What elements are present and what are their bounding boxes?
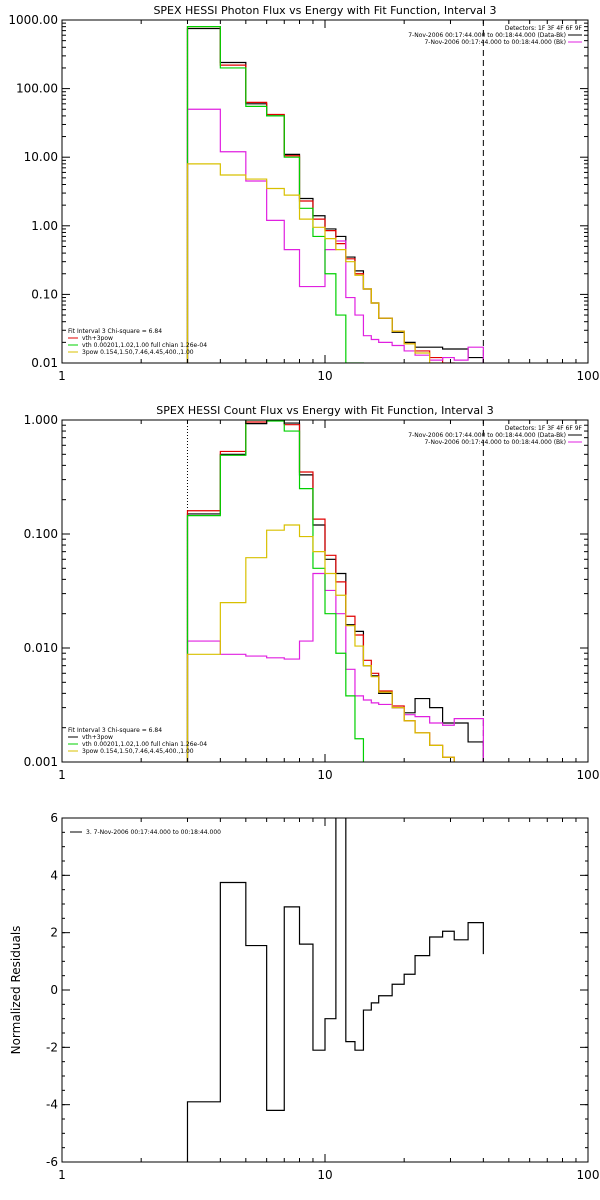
fit-legend-header: Fit Interval 3 Chi-square = 6.84	[68, 727, 162, 734]
series-line-bk	[186, 108, 484, 363]
legend-entry: 7-Nov-2006 00:17:44.000 to 00:18:44.000 …	[408, 432, 566, 439]
y-tick-label: 0.001	[24, 755, 58, 769]
legend-entry: 3. 7-Nov-2006 00:17:44.000 to 00:18:44.0…	[86, 829, 221, 836]
series-line-data-bk	[186, 27, 484, 363]
y-tick-label: -2	[46, 1040, 58, 1054]
fit-legend-entry: vth 0.00201,1.02,1.00 full chian 1.26e-0…	[82, 342, 207, 349]
y-tick-label: 1.00	[31, 219, 58, 233]
chart-title: SPEX HESSI Photon Flux vs Energy with Fi…	[153, 4, 496, 17]
y-tick-label: 0.100	[24, 527, 58, 541]
series-group	[186, 420, 484, 762]
fit-legend-header: Fit Interval 3 Chi-square = 6.84	[68, 328, 162, 335]
plot-frame	[61, 817, 589, 1163]
plot-frame	[61, 19, 589, 364]
y-tick-label: 0.01	[31, 356, 58, 370]
legend-entry: 7-Nov-2006 00:17:44.000 to 00:18:44.000 …	[408, 32, 566, 39]
legend-entry: 7-Nov-2006 00:17:44.000 to 00:18:44.000 …	[424, 439, 566, 446]
x-tick-label: 10	[317, 768, 332, 782]
x-tick-label: 1	[58, 369, 66, 383]
y-axis-label: Normalized Residuals	[9, 926, 23, 1055]
y-tick-label: -6	[46, 1155, 58, 1169]
y-tick-label: 0.10	[31, 287, 58, 301]
fit-legend-entry: vth+3pow	[82, 335, 113, 342]
series-line-vth-3pow	[186, 26, 455, 363]
x-tick-label: 10	[317, 1168, 332, 1182]
series-line-3pow	[186, 163, 444, 363]
y-tick-label: 1000.00	[8, 13, 58, 27]
series-group	[186, 26, 484, 363]
series-group	[186, 818, 484, 1162]
x-tick-label: 100	[577, 768, 600, 782]
fit-legend-entry: vth 0.00201,1.02,1.00 full chian 1.26e-0…	[82, 741, 207, 748]
chart-title: SPEX HESSI Count Flux vs Energy with Fit…	[156, 404, 493, 417]
fit-legend-entry: 3pow 0.154,1.50,7.46,4.45,400.,1.00	[82, 349, 194, 356]
x-tick-label: 1	[58, 1168, 66, 1182]
series-line-3pow	[186, 524, 455, 762]
y-tick-label: 100.00	[16, 82, 58, 96]
y-tick-label: 10.00	[24, 150, 58, 164]
count-flux-panel: SPEX HESSI Count Flux vs Energy with Fit…	[24, 404, 600, 782]
y-tick-label: 6	[50, 811, 58, 825]
x-tick-label: 100	[577, 369, 600, 383]
y-tick-label: 0.010	[24, 641, 58, 655]
series-line-vth	[186, 26, 365, 363]
series-line-bk	[186, 572, 484, 762]
x-tick-label: 10	[317, 369, 332, 383]
series-line-3-7-nov-2006-00-17-44-000-to-00-18-44-000	[186, 818, 484, 1162]
legend-header: Detectors: 1F 3F 4F 6F 9F	[505, 25, 583, 32]
y-tick-label: 4	[50, 868, 58, 882]
x-tick-label: 100	[577, 1168, 600, 1182]
y-tick-label: -4	[46, 1098, 58, 1112]
residuals-panel: 1 10 100 -6 -4 -2 0 2 4 6 Normalized Residuals 3. 7…	[9, 811, 600, 1182]
fit-legend-entry: 3pow 0.154,1.50,7.46,4.45,400.,1.00	[82, 748, 194, 755]
fit-legend-entry: vth+3pow	[82, 734, 113, 741]
photon-flux-panel: SPEX HESSI Photon Flux vs Energy with Fi…	[8, 4, 600, 383]
y-tick-label: 0	[50, 983, 58, 997]
series-line-vth	[186, 420, 365, 762]
legend-header: Detectors: 1F 3F 4F 6F 9F	[505, 425, 583, 432]
y-tick-label: 1.000	[24, 413, 58, 427]
y-tick-label: 2	[50, 926, 58, 940]
x-tick-label: 1	[58, 768, 66, 782]
legend-entry: 7-Nov-2006 00:17:44.000 to 00:18:44.000 …	[424, 39, 566, 46]
